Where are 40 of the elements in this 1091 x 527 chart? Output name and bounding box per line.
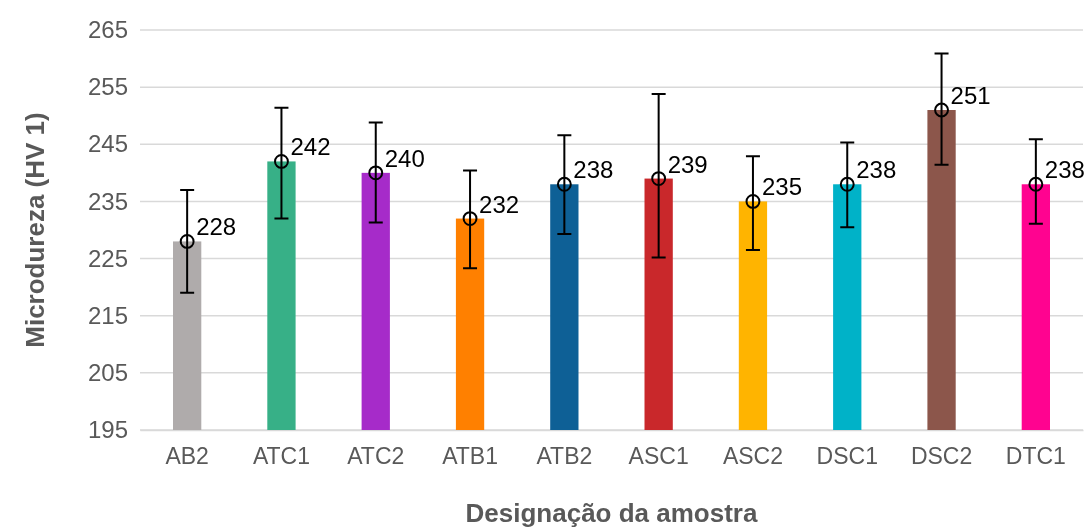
x-tick-label: ATB2	[536, 443, 593, 470]
x-tick-label: AB2	[165, 443, 209, 470]
y-axis-title: Microdureza (HV 1)	[20, 112, 50, 348]
data-label: 238	[856, 156, 897, 184]
point	[368, 165, 384, 181]
data-label: 242	[290, 133, 331, 161]
y-tick-label: 255	[87, 73, 128, 101]
x-tick-label: DTC1	[1005, 443, 1066, 470]
point	[651, 171, 667, 186]
point	[934, 102, 949, 118]
x-tick-label: ATB1	[442, 443, 498, 470]
x-tick-label: ATC1	[252, 443, 310, 470]
data-label: 235	[761, 173, 802, 201]
x-tick-label: DSC1	[816, 443, 878, 470]
y-tick-label: 205	[87, 359, 128, 387]
data-label: 238	[573, 156, 614, 184]
point	[839, 176, 855, 192]
y-tick-label: 265	[87, 16, 128, 44]
y-tick-label: 245	[87, 130, 128, 158]
x-axis-title: Designação da amostra	[465, 498, 758, 527]
data-label: 239	[667, 150, 708, 178]
y-tick-label: 235	[87, 187, 128, 215]
x-tick-label: ASC1	[628, 443, 689, 470]
point	[556, 176, 572, 192]
data-label: 232	[479, 190, 520, 218]
point	[274, 154, 289, 169]
point	[745, 194, 761, 209]
y-tick-label: 195	[87, 416, 128, 444]
x-tick-label: DSC2	[910, 443, 973, 470]
data-label: 238	[1044, 156, 1085, 184]
data-label: 240	[384, 144, 425, 172]
data-label: 251	[950, 82, 991, 109]
y-tick-label: 215	[87, 301, 128, 329]
y-tick-label: 225	[87, 244, 128, 272]
x-tick-label: ATC2	[347, 443, 405, 470]
point	[179, 234, 195, 249]
data-label: 228	[196, 213, 237, 241]
x-tick-label: ASC2	[722, 443, 783, 470]
point	[462, 211, 478, 226]
point	[1028, 176, 1044, 192]
